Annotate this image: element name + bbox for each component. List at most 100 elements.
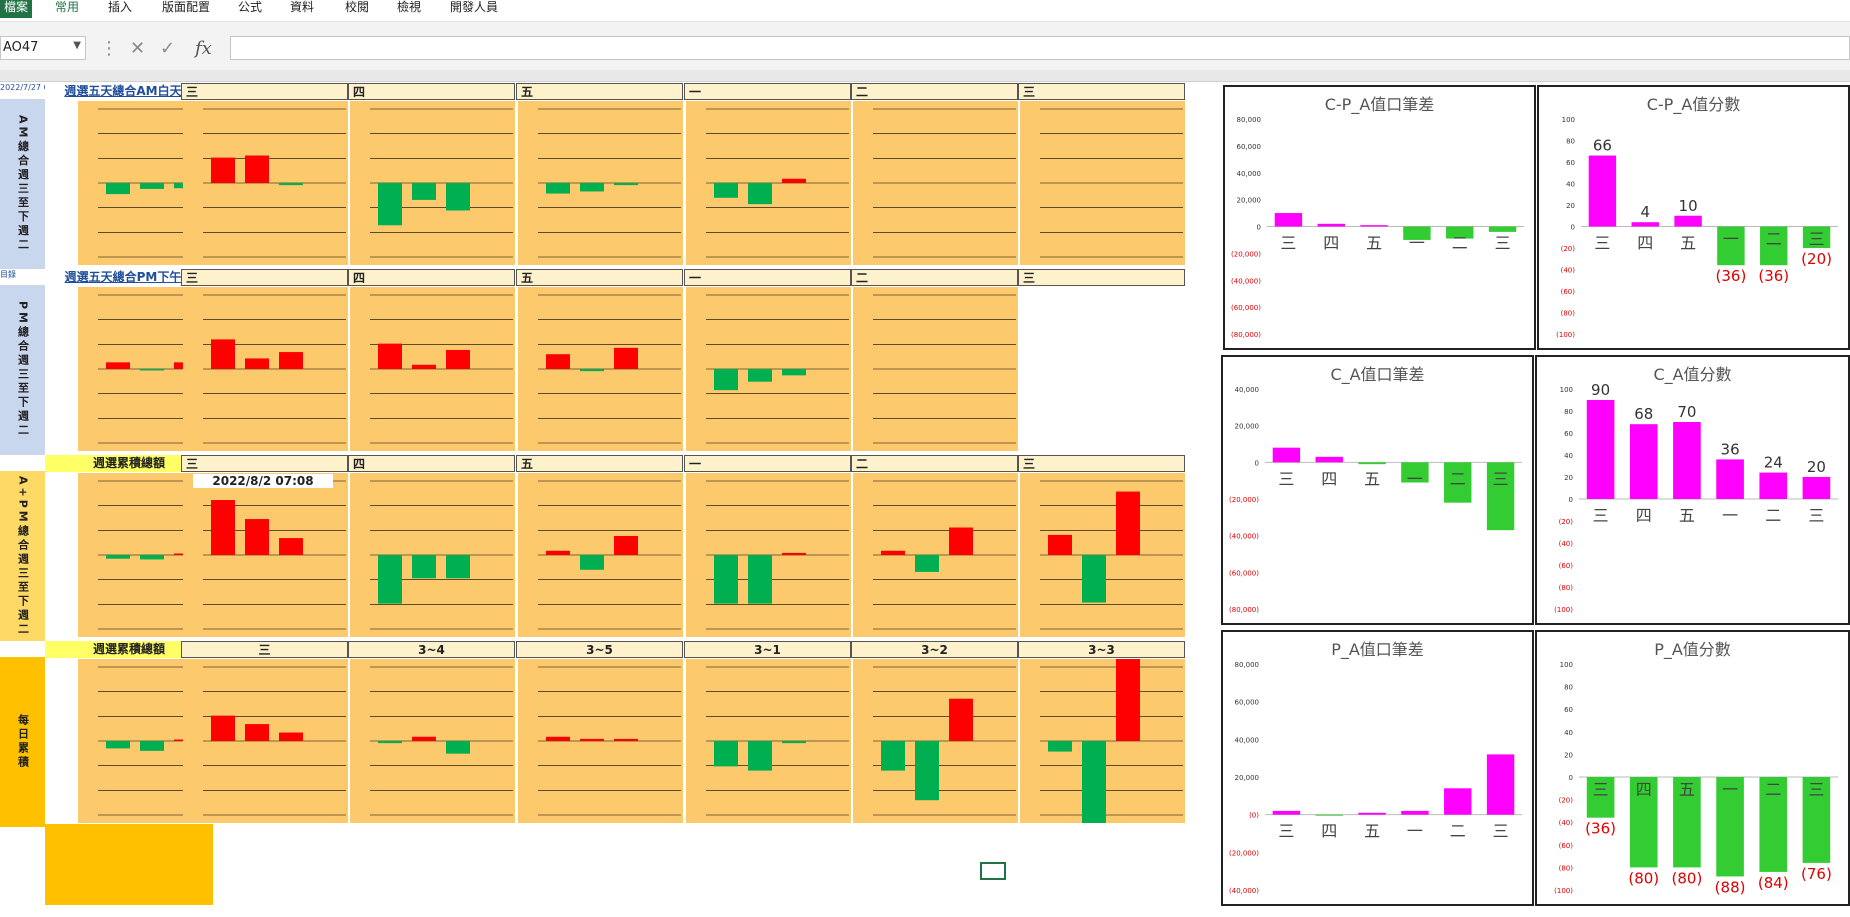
bar [106,362,130,369]
chevron-down-icon[interactable]: ▼ [73,40,81,51]
bar [580,369,604,372]
name-box[interactable]: AO47 ▼ [0,36,86,60]
bar [1401,810,1429,815]
ribbon-tab[interactable]: 版面配置 [162,0,211,14]
tick-label: 0 [1569,774,1573,782]
bar [245,724,269,741]
ribbon-tab[interactable]: 開發人員 [450,0,499,14]
ribbon-tab[interactable]: 插入 [108,0,133,14]
data-label: 66 [1593,137,1612,155]
bar [1486,462,1515,531]
tick-label: (20,000) [1229,496,1259,504]
insert-function-icon[interactable]: fx [195,38,212,59]
section-title: 週選累積總額 [45,641,213,658]
bar [106,741,130,749]
category-label: 一 [1723,230,1739,249]
category-label: 三 [1493,822,1509,841]
bar [1802,226,1831,248]
tick-label: 60 [1564,430,1573,438]
day-chart-svg [873,480,1016,630]
day-header: 二 [851,269,1018,286]
category-label: 三 [1495,234,1511,253]
bar [1116,491,1140,555]
bar [1486,754,1515,815]
day-chart-svg [538,294,681,444]
row-label: 每日累積 [0,657,45,827]
day-chart-svg [706,294,849,444]
tick-label: (80) [1561,310,1576,318]
ribbon-tab[interactable]: 公式 [238,0,263,14]
category-label: 三 [1808,780,1824,799]
day-chart-svg [370,108,513,258]
tick-label: 0 [1257,224,1261,232]
bar [106,555,130,559]
day-chart-svg [203,666,346,816]
cancel-icon[interactable]: ✕ [130,38,146,59]
bar [1673,777,1701,868]
bar [1358,462,1386,465]
chart-svg: 100 80 60 40 20 0 (20) (40) (60) (80) (100) 三 (36) 四 (… [1554,661,1838,896]
tick-label: 20 [1566,202,1575,210]
bar [1674,215,1702,227]
day-header: 二 [851,83,1018,100]
tick-label: (40,000) [1231,277,1261,285]
category-label: 四 [1321,822,1337,841]
data-label: (88) [1715,878,1746,896]
tick-label: (20,000) [1229,849,1259,857]
summary-chart-panel: P_A值口筆差 80,000 60,000 40,000 20,000 (0) (20,00… [1221,630,1534,906]
category-label: 一 [1722,506,1738,525]
tick-label: (40) [1559,540,1574,548]
summary-chart-panel: C-P_A值分數 100 80 60 40 20 0 (20) (40) (60) (80) (100… [1537,85,1850,350]
section-title[interactable]: 週選五天總合AM白天值 [45,83,213,100]
tick-label: (40) [1561,267,1576,275]
corner-cell[interactable]: 2022/7/27 09:00 [0,83,45,92]
tick-label: 20 [1564,751,1573,759]
bar [1315,456,1343,463]
day-chart-svg [538,480,681,630]
day-header: 一 [684,83,851,100]
ribbon-tab[interactable]: 檔案 [0,0,33,18]
chart-svg: 80,000 60,000 40,000 20,000 0 (20,000) (40,000… [1231,116,1524,339]
timestamp: 2022/8/2 07:08 [193,474,333,488]
day-header: 3~4 [348,641,515,658]
cell-cursor[interactable] [980,862,1006,880]
bar [1401,462,1429,483]
day-header: 3~1 [684,641,851,658]
day-chart-svg [706,108,849,258]
data-label: (20) [1801,250,1832,268]
ribbon-tab[interactable]: 檢視 [397,0,422,14]
tick-label: (20,000) [1231,250,1261,258]
bar [1586,400,1615,499]
tick-label: (20) [1559,797,1574,805]
tick-label: (60,000) [1229,569,1259,577]
bar [1048,534,1072,555]
more-icon[interactable]: ⋮ [100,38,118,59]
data-label: (36) [1758,267,1789,285]
day-header: 三 [181,455,348,472]
bar [1629,424,1658,499]
corner-cell[interactable] [0,641,45,657]
section-title[interactable]: 週選五天總合PM下午值 [45,269,213,286]
category-label: 三 [1593,780,1609,799]
day-chart [1020,473,1185,637]
day-chart [183,473,348,637]
enter-icon[interactable]: ✓ [160,38,176,59]
ribbon-tab[interactable]: 常用 [55,0,80,14]
bar [1802,477,1831,499]
chart-svg: 100 80 60 40 20 0 (20) (40) (60) (80) (100) 三 90 四 68 五… [1554,381,1838,614]
day-header: 三 [1018,269,1185,286]
corner-cell[interactable] [0,455,45,471]
bar [378,741,402,744]
bar [714,741,738,767]
bar [1716,777,1744,877]
formula-input[interactable] [230,36,1850,60]
day-chart [686,659,851,823]
bar [1082,555,1106,603]
tick-label: 80 [1564,408,1573,416]
bar [211,500,235,555]
ribbon-tab[interactable]: 校閱 [345,0,370,14]
bar [1488,226,1517,232]
day-chart [350,473,515,637]
corner-cell[interactable]: 目錄 [0,270,16,279]
ribbon-tab[interactable]: 資料 [290,0,315,14]
